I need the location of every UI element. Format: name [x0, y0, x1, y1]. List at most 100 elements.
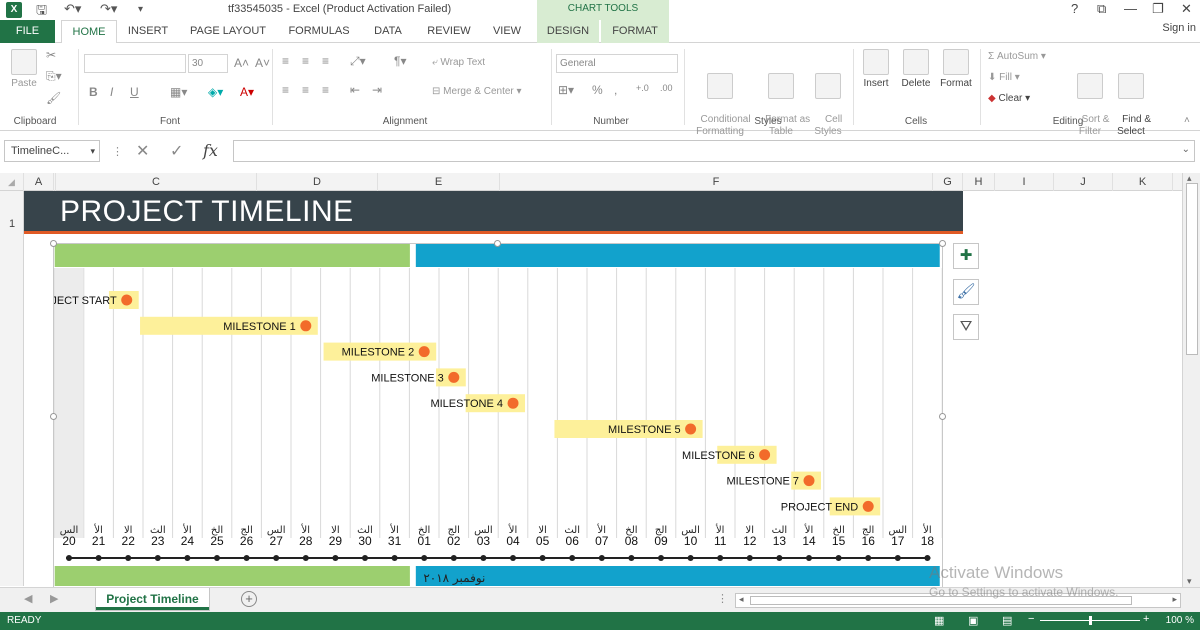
horizontal-scroll-thumb[interactable] — [750, 596, 1132, 605]
close-icon[interactable]: ✕ — [1181, 1, 1192, 16]
column-header-d[interactable]: D — [257, 173, 378, 191]
column-header-h[interactable]: H — [963, 173, 995, 191]
format-cells-button[interactable]: Format — [936, 49, 976, 90]
cell-styles-button[interactable]: Cell Styles — [808, 49, 848, 150]
resize-handle[interactable] — [939, 240, 946, 247]
resize-handle[interactable] — [939, 413, 946, 420]
increase-font-icon[interactable]: A˄ — [234, 56, 250, 70]
expand-formula-icon[interactable]: ⌄ — [1181, 144, 1190, 155]
top-align-icon[interactable]: ≡ — [282, 54, 290, 68]
zoom-level[interactable]: 100 % — [1165, 615, 1194, 626]
column-header-b[interactable]: B — [54, 173, 56, 191]
copy-icon[interactable]: ⎘▾ — [46, 69, 62, 83]
column-header-k[interactable]: K — [1113, 173, 1173, 191]
scroll-down-icon[interactable]: ▾ — [1187, 576, 1192, 586]
redo-icon[interactable]: ↷▾ — [100, 1, 118, 16]
formula-input[interactable]: ⌄ — [233, 140, 1195, 162]
name-box[interactable]: TimelineC... ▾ — [4, 140, 100, 162]
name-box-dropdown-icon[interactable]: ▾ — [90, 146, 95, 156]
vertical-scroll-thumb[interactable] — [1186, 183, 1198, 355]
column-header-f[interactable]: F — [500, 173, 933, 191]
column-header-i[interactable]: I — [995, 173, 1054, 191]
column-header-j[interactable]: J — [1054, 173, 1113, 191]
delete-cells-button[interactable]: Delete — [896, 49, 936, 90]
undo-icon[interactable]: ↶▾ — [64, 1, 82, 16]
enter-icon[interactable]: ✓ — [170, 143, 184, 160]
font-name-combo[interactable] — [84, 54, 186, 73]
resize-handle[interactable] — [50, 240, 57, 247]
insert-cells-button[interactable]: Insert — [857, 49, 895, 90]
orientation-icon[interactable]: ⤢▾ — [350, 54, 366, 68]
rtl-icon[interactable]: ¶▾ — [394, 54, 407, 68]
decrease-decimal-icon[interactable]: .00 — [660, 83, 673, 93]
collapse-ribbon-icon[interactable]: ˄ — [1184, 115, 1190, 126]
bold-button[interactable]: B — [89, 85, 98, 99]
help-button[interactable]: ? — [1071, 1, 1079, 16]
middle-align-icon[interactable]: ≡ — [302, 54, 310, 68]
conditional-formatting-button[interactable]: Conditional Formatting — [688, 49, 752, 150]
sort-filter-button[interactable]: Sort & Filter — [1068, 49, 1112, 150]
fill-color-icon[interactable]: ◈▾ — [208, 85, 224, 99]
new-sheet-icon[interactable]: + — [241, 591, 257, 607]
tab-formulas[interactable]: FORMULAS — [288, 25, 350, 37]
bottom-align-icon[interactable]: ≡ — [322, 54, 330, 68]
select-all-corner[interactable]: ◢ — [0, 173, 24, 191]
tab-file[interactable]: FILE — [0, 20, 55, 43]
resize-handle[interactable] — [50, 413, 57, 420]
insert-function-button[interactable]: fx — [203, 141, 218, 160]
chart-filters-button[interactable]: ⛛ — [953, 314, 979, 340]
previous-sheet-icon[interactable]: ◀ — [24, 593, 33, 605]
sheet-tab-project-timeline[interactable]: Project Timeline — [95, 588, 210, 611]
merge-center-button[interactable]: ⊟ Merge & Center ▾ — [432, 86, 522, 97]
customize-qat-icon[interactable]: ▾ — [138, 4, 144, 15]
format-painter-icon[interactable]: 🖌 — [46, 91, 62, 105]
accounting-icon[interactable]: ⊞▾ — [558, 83, 575, 97]
increase-decimal-icon[interactable]: +.0 — [636, 83, 649, 93]
percent-button[interactable]: % — [592, 83, 603, 97]
align-left-icon[interactable]: ≡ — [282, 83, 290, 97]
tab-format[interactable]: FORMAT — [601, 20, 669, 43]
cancel-icon[interactable]: ✕ — [136, 143, 150, 160]
font-size-combo[interactable]: 30 — [188, 54, 228, 73]
format-as-table-button[interactable]: Format as Table — [754, 49, 810, 150]
clear-button[interactable]: ◆ Clear ▾ — [988, 93, 1031, 104]
next-sheet-icon[interactable]: ▶ — [50, 593, 59, 605]
underline-button[interactable]: U — [130, 85, 139, 99]
save-icon[interactable]: 🖫 — [36, 2, 48, 17]
minimize-icon[interactable]: — — [1124, 1, 1137, 16]
comma-icon[interactable]: , — [614, 83, 618, 97]
row-header-1[interactable]: 1 — [8, 218, 16, 230]
column-header-c[interactable]: C — [56, 173, 257, 191]
tab-data[interactable]: DATA — [374, 25, 402, 37]
vertical-scrollbar[interactable]: ▴ ▾ — [1182, 173, 1200, 587]
fill-button[interactable]: ⬇ Fill ▾ — [988, 72, 1020, 83]
horizontal-scrollbar[interactable]: ◂ ▸ — [735, 593, 1181, 608]
tab-design[interactable]: DESIGN — [537, 20, 599, 43]
column-header-g[interactable]: G — [933, 173, 963, 191]
tab-splitter-icon[interactable]: ⋮ — [717, 593, 728, 605]
italic-button[interactable]: I — [110, 85, 114, 99]
restore-icon[interactable]: ❐ — [1152, 1, 1164, 16]
tab-home[interactable]: HOME — [61, 20, 117, 44]
scroll-up-icon[interactable]: ▴ — [1187, 173, 1192, 183]
page-break-view-icon[interactable]: ▤ — [1002, 615, 1013, 627]
timeline-chart[interactable]: نوفمبر ٢٠١٨ PROJECT START MILESTONE 1 MILES… — [27, 243, 943, 588]
scroll-left-icon[interactable]: ◂ — [739, 594, 744, 604]
tab-insert[interactable]: INSERT — [127, 25, 169, 37]
tab-page-layout[interactable]: PAGE LAYOUT — [189, 25, 266, 37]
autosum-button[interactable]: Σ AutoSum ▾ — [988, 51, 1046, 62]
wrap-text-button[interactable]: ⤶ Wrap Text — [432, 57, 486, 68]
normal-view-icon[interactable]: ▦ — [934, 615, 945, 627]
resize-handle[interactable] — [494, 240, 501, 247]
column-header-e[interactable]: E — [378, 173, 500, 191]
scroll-right-icon[interactable]: ▸ — [1172, 594, 1177, 604]
tab-view[interactable]: VIEW — [492, 25, 522, 37]
zoom-in-icon[interactable]: + — [1143, 613, 1150, 625]
font-color-icon[interactable]: A▾ — [240, 85, 255, 99]
paste-button[interactable]: Paste — [6, 49, 42, 90]
chart-elements-button[interactable]: ✚ — [953, 243, 979, 269]
page-layout-view-icon[interactable]: ▣ — [968, 615, 979, 627]
zoom-slider-thumb[interactable] — [1089, 616, 1092, 625]
number-format-combo[interactable]: General — [556, 54, 678, 73]
decrease-indent-icon[interactable]: ⇤ — [350, 83, 361, 97]
